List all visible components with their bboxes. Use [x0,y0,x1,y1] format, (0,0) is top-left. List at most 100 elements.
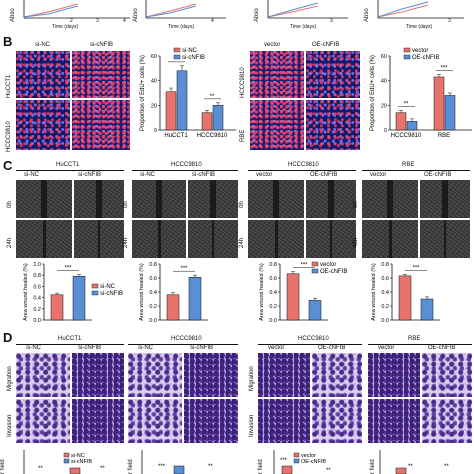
chart-d-1: si-NC si-cNFIB ** ** [23,450,105,474]
y-tick-label: 0.2 [33,307,41,313]
wound-image [362,220,418,258]
d-cell-label: HCCC9810 [171,336,202,342]
bar-d-legend [63,458,70,464]
growth-curve-line [267,5,319,18]
edu-image [72,51,130,98]
bar-d [395,467,407,474]
panel-label-c: C [3,158,13,173]
y-tick-label: 0.8 [33,273,41,279]
chart-b-left: 0 20 40 60 Proportion of EdU+ cells (%) ** HuC… [140,47,236,139]
bar [212,105,224,131]
d-chart-ylabel: r field [258,459,264,474]
bar [406,121,418,131]
b-left-row-label: HuCCT1 [6,74,12,98]
legend-swatch [173,54,181,60]
wound-image [420,180,470,218]
bar-d [173,465,185,474]
d-col-label: vector [268,345,285,351]
c-cell-underline [362,170,470,171]
panel-label-b: B [3,34,13,49]
c-row-label: 24h [7,237,13,248]
c-row-label: 0h [123,201,129,208]
growth-curve-line [145,3,197,18]
top-xlabel: Time (days) [168,24,195,30]
top-tick: 4 [123,18,126,24]
sig-star: *** [180,266,188,272]
y-tick-label: 0.2 [381,304,389,310]
d-cell-underline [368,344,472,345]
c-cell-label: HCCC9810 [171,162,202,168]
y-tick-label: 0.6 [149,276,157,282]
legend-label: OE-cNFIB [320,269,347,275]
edu-image [306,100,360,150]
chart-c-3: 0.0 0.2 0.4 0.6 0.8 Area wound healed (%) *** v… [259,261,347,324]
top-ylabel: Abso [364,8,370,22]
wound-gap [387,180,393,218]
c-row-label: 0h [353,201,359,208]
chart-d-3: *** vector OE-cNFIB ** [273,450,331,474]
sig-star: ** [100,466,105,472]
wound-image [248,220,304,258]
wound-gap [157,220,161,258]
top-tick: 3 [448,18,451,24]
edu-image [16,100,70,150]
y-tick-label: 40 [151,79,157,85]
top-ylabel: Abso [133,8,139,22]
sig-star: ** [408,464,413,470]
c-col-label: si-NC [140,172,155,178]
legend-label: vector [320,262,336,268]
wound-gap [212,220,214,258]
wound-image [306,220,356,258]
y-tick-label: 0.8 [381,262,389,268]
transwell-image [184,399,238,443]
c-col-label: vector [370,172,387,178]
transwell-image [258,399,310,443]
wound-gap [274,220,278,258]
wound-image [16,220,72,258]
y-tick-label: 0.0 [381,318,389,324]
d-cell-underline [16,344,124,345]
sig-star: ** [208,464,213,470]
legend-label: si-cNFIB [71,459,92,465]
d-chart-ylabel: r field [370,459,376,474]
top-strip: Abso Abso Abso Abso 2 3 4 Time (days) 4 … [0,0,474,30]
growth-curve-line [267,2,319,18]
d-chart-ylabel: r field [0,459,6,474]
c-cell-underline [248,170,356,171]
b-right-row-label: RBE [240,129,246,142]
b-right-col-label: OE-cNFIB [312,42,340,48]
c-row-label: 0h [239,201,245,208]
edu-image [306,51,360,98]
y-tick-label: 40 [381,79,387,85]
d-row-label: Invasion [7,414,13,437]
transwell-image [72,353,124,397]
y-tick-label: 1.0 [33,262,41,268]
sig-star: *** [412,266,420,272]
transwell-image [422,399,472,443]
d-cell-underline [258,344,362,345]
wound-image [306,180,356,218]
c-row-label: 24h [239,237,245,248]
wound-image [420,220,470,258]
y-tick-label: 0.4 [33,296,41,302]
b-left-row-label: HCCC9810 [6,121,12,152]
legend-swatch [91,283,99,289]
legend-label: OE-cNFIB [301,459,326,465]
bar-d-legend [293,452,300,458]
bar [166,294,180,321]
b-left-col-label: si-NC [35,42,50,48]
x-tick-label: HuCCT1 [164,133,188,139]
d-col-label: si-NC [138,345,153,351]
legend-label: si-cNFIB [100,291,123,297]
y-tick-label: 0.4 [149,290,157,296]
wound-gap [98,220,100,258]
c-cell-label: HuCCT1 [56,162,80,168]
top-xlabel: Time (days) [52,24,79,30]
wound-image [132,220,186,258]
bar [201,112,213,131]
y-axis-label: Proportion of EdU+ cells (%) [140,55,146,131]
edu-image [16,51,70,98]
wound-image [188,220,238,258]
x-tick-label: HCCC9810 [391,133,422,139]
y-tick-label: 20 [381,103,387,109]
